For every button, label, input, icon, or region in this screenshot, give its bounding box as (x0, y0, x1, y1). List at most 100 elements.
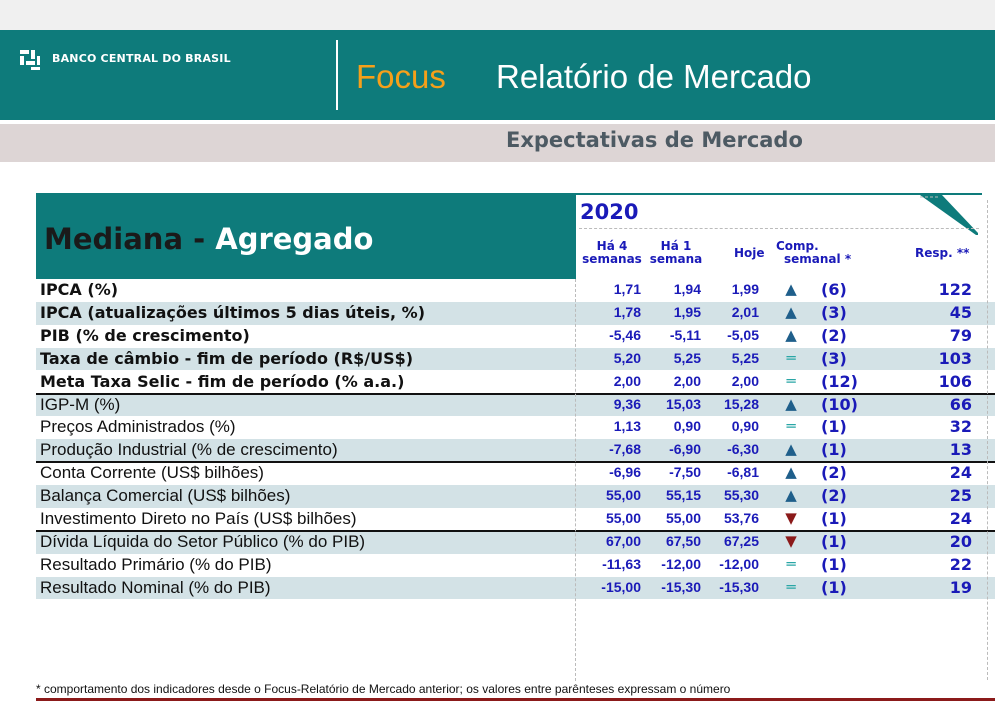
value-ha1: 67,50 (665, 532, 701, 549)
table-title-part1: Mediana - (44, 222, 216, 256)
value-hoje: 15,28 (723, 395, 759, 412)
trend-up-icon: ▲ (785, 302, 797, 321)
resp-count: 32 (949, 417, 972, 437)
table-row: PIB (% de crescimento) -5,46 -5,11 -5,05 ▲ (2… (36, 325, 995, 348)
resp-count: 106 (938, 371, 972, 391)
row-label: PIB (% de crescimento) (40, 325, 250, 345)
table-row: Resultado Primário (% do PIB) -11,63 -12,0… (36, 554, 995, 577)
value-hoje: -5,05 (727, 326, 759, 343)
comp-count: (2) (821, 463, 847, 483)
table-row: IPCA (%) 1,71 1,94 1,99 ▲ (6) 122 (36, 279, 995, 302)
comp-count: (12) (821, 371, 858, 391)
trend-equal-icon: ═ (786, 371, 796, 390)
group-separator (36, 461, 995, 464)
trend-up-icon: ▲ (785, 394, 797, 413)
value-hoje: 2,01 (731, 303, 759, 320)
value-ha1: -7,50 (669, 464, 701, 481)
row-label: Dívida Líquida do Setor Público (% do PI… (40, 531, 366, 551)
value-hoje: -15,30 (719, 578, 759, 595)
comp-count: (1) (821, 417, 847, 437)
trend-up-icon: ▲ (785, 463, 797, 482)
value-ha4: 2,00 (613, 372, 641, 389)
value-ha1: 15,03 (665, 395, 701, 412)
value-hoje: 5,25 (731, 349, 759, 366)
value-ha4: 1,78 (613, 303, 641, 320)
table-row: Produção Industrial (% de crescimento) -7… (36, 439, 995, 463)
value-ha1: 1,95 (673, 303, 701, 320)
table-title-part2: Agregado (215, 222, 374, 256)
comp-count: (3) (821, 302, 847, 322)
resp-count: 79 (949, 325, 972, 345)
table-row: Dívida Líquida do Setor Público (% do PI… (36, 530, 995, 554)
comp-count: (1) (821, 509, 847, 528)
column-divider (575, 279, 576, 681)
top-bar (0, 0, 995, 30)
value-ha4: 1,13 (613, 418, 641, 435)
footnote: * comportamento dos indicadores desde o … (36, 682, 731, 696)
row-label: Taxa de câmbio - fim de período (R$/US$) (40, 348, 414, 368)
value-ha4: 1,71 (613, 281, 641, 297)
trend-equal-icon: ═ (786, 348, 796, 367)
col-resp: Resp. ** (915, 246, 970, 260)
value-ha4: 55,00 (605, 510, 641, 526)
comp-count: (1) (821, 440, 847, 460)
comp-count: (3) (821, 348, 847, 368)
resp-count: 20 (949, 531, 972, 551)
resp-count: 66 (949, 394, 972, 414)
value-ha4: -7,68 (609, 441, 641, 458)
group-separator (36, 392, 995, 395)
trend-up-icon: ▲ (785, 440, 797, 459)
value-ha4: -15,00 (601, 578, 641, 595)
col-hoje: Hoje (734, 246, 765, 260)
row-label: Investimento Direto no País (US$ bilhões… (40, 509, 357, 528)
row-label: Balança Comercial (US$ bilhões) (40, 486, 291, 506)
page-subtitle: Expectativas de Mercado (506, 128, 803, 152)
value-ha1: 0,90 (673, 418, 701, 435)
resp-count: 122 (938, 280, 972, 299)
report-header (0, 30, 995, 120)
table-row: Investimento Direto no País (US$ bilhões… (36, 508, 995, 531)
value-ha4: -5,46 (609, 326, 641, 343)
value-hoje: 55,30 (723, 487, 759, 504)
row-label: Conta Corrente (US$ bilhões) (40, 463, 264, 483)
col-ha1: Há 1 semana (649, 239, 703, 266)
value-ha4: 9,36 (613, 395, 641, 412)
comp-count: (1) (821, 577, 847, 597)
value-hoje: 67,25 (723, 532, 759, 549)
bottom-rule (36, 698, 995, 701)
resp-count: 24 (949, 463, 972, 483)
subtitle-band (0, 124, 995, 162)
table-row: Conta Corrente (US$ bilhões) -6,96 -7,50 -6… (36, 462, 995, 485)
resp-count: 103 (938, 348, 972, 368)
row-label: Preços Administrados (%) (40, 417, 236, 437)
resp-count: 45 (949, 302, 972, 322)
value-ha4: 5,20 (613, 349, 641, 366)
col-comp: Comp. semanal * (776, 239, 852, 266)
table-row: IPCA (atualizações últimos 5 dias úteis,… (36, 301, 995, 325)
column-header-block (576, 193, 982, 281)
comp-count: (10) (821, 394, 858, 414)
report-title: Relatório de Mercado (496, 58, 812, 95)
table-row: IGP-M (%) 9,36 15,03 15,28 ▲ (10) 66 (36, 393, 995, 417)
comp-count: (6) (821, 280, 847, 299)
group-separator (36, 529, 995, 532)
table-row: Balança Comercial (US$ bilhões) 55,00 55,1… (36, 485, 995, 508)
value-hoje: 0,90 (731, 418, 759, 435)
value-ha4: -6,96 (609, 464, 641, 481)
year-dash-line (579, 228, 979, 229)
bank-name: BANCO CENTRAL DO BRASIL (52, 52, 231, 65)
table-row: Taxa de câmbio - fim de período (R$/US$)… (36, 347, 995, 371)
resp-count: 22 (949, 554, 972, 574)
value-ha4: -11,63 (602, 555, 641, 572)
value-hoje: -12,00 (719, 555, 759, 572)
bcb-logo-icon (20, 50, 40, 70)
value-hoje: -6,81 (727, 464, 759, 481)
resp-count: 19 (949, 577, 972, 597)
value-hoje: -6,30 (727, 441, 759, 458)
value-ha4: 67,00 (605, 532, 641, 549)
trend-down-icon: ▼ (785, 531, 797, 550)
row-label: IPCA (atualizações últimos 5 dias úteis,… (40, 302, 426, 322)
value-ha1: -12,00 (661, 555, 701, 572)
value-ha1: 5,25 (673, 349, 701, 366)
trend-down-icon: ▼ (785, 509, 797, 527)
